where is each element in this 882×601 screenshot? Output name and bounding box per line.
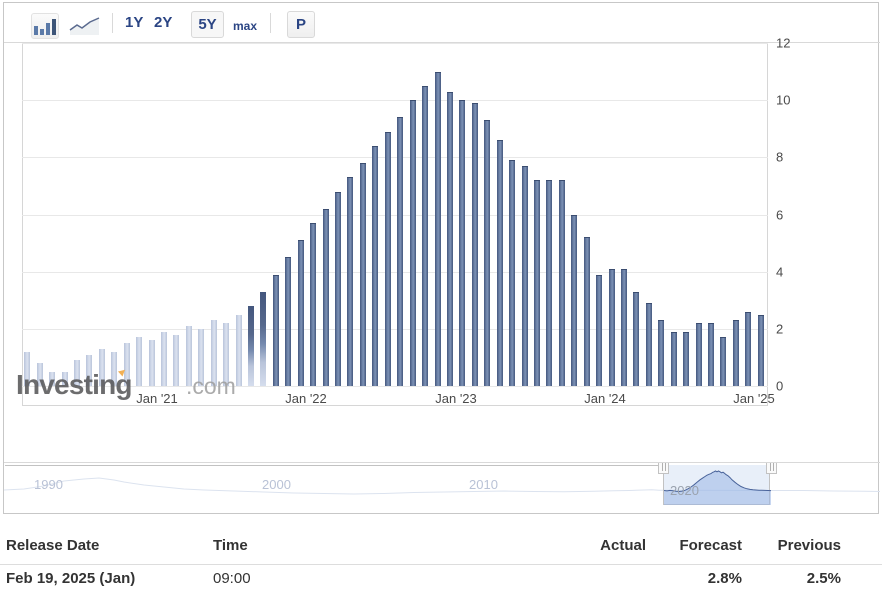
svg-text:.com: .com [186,373,236,399]
svg-text:Investing: Investing [16,369,132,400]
